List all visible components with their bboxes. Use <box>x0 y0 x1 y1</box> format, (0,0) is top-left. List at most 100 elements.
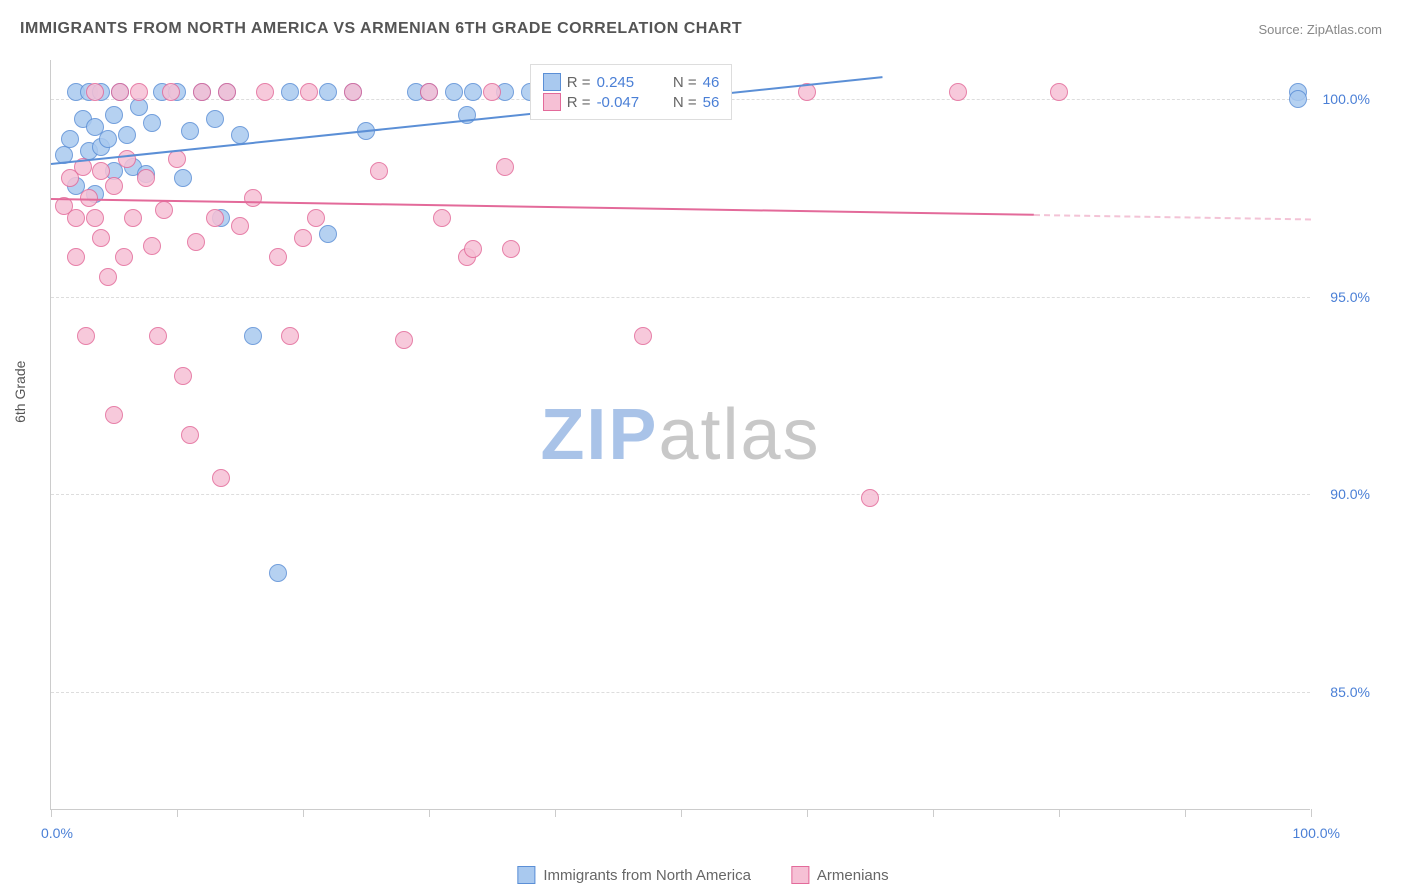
stats-legend-row: R = 0.245 N = 46 <box>543 73 720 91</box>
r-value: -0.047 <box>597 94 653 111</box>
xtick <box>303 809 304 817</box>
data-point <box>92 229 110 247</box>
xtick <box>933 809 934 817</box>
data-point <box>281 83 299 101</box>
data-point <box>181 122 199 140</box>
stats-legend: R = 0.245 N = 46 R = -0.047 N = 56 <box>530 64 733 120</box>
legend-swatch <box>543 93 561 111</box>
data-point <box>496 158 514 176</box>
xtick <box>807 809 808 817</box>
legend-swatch <box>543 73 561 91</box>
ytick-label: 100.0% <box>1323 91 1370 107</box>
data-point <box>319 83 337 101</box>
data-point <box>206 209 224 227</box>
data-point <box>143 237 161 255</box>
xaxis-max-label: 100.0% <box>1293 825 1340 841</box>
stats-legend-row: R = -0.047 N = 56 <box>543 93 720 111</box>
data-point <box>244 327 262 345</box>
gridline <box>51 692 1310 693</box>
data-point <box>445 83 463 101</box>
ytick-label: 95.0% <box>1330 289 1370 305</box>
data-point <box>115 248 133 266</box>
data-point <box>634 327 652 345</box>
r-label: R = <box>567 94 591 111</box>
data-point <box>281 327 299 345</box>
data-point <box>111 83 129 101</box>
xtick <box>555 809 556 817</box>
data-point <box>231 126 249 144</box>
data-point <box>1050 83 1068 101</box>
data-point <box>269 564 287 582</box>
data-point <box>174 169 192 187</box>
watermark: ZIPatlas <box>540 394 820 476</box>
xtick <box>1185 809 1186 817</box>
data-point <box>244 189 262 207</box>
xtick <box>681 809 682 817</box>
legend-item: Armenians <box>791 866 889 884</box>
data-point <box>130 83 148 101</box>
data-point <box>256 83 274 101</box>
data-point <box>105 406 123 424</box>
n-value: 46 <box>703 74 720 91</box>
data-point <box>92 162 110 180</box>
gridline <box>51 297 1310 298</box>
gridline <box>51 494 1310 495</box>
data-point <box>464 83 482 101</box>
xtick <box>177 809 178 817</box>
xtick <box>1059 809 1060 817</box>
data-point <box>218 83 236 101</box>
data-point <box>174 367 192 385</box>
xtick <box>51 809 52 817</box>
data-point <box>231 217 249 235</box>
xtick <box>429 809 430 817</box>
data-point <box>433 209 451 227</box>
trend-line <box>51 198 1034 216</box>
chart-title: IMMIGRANTS FROM NORTH AMERICA VS ARMENIA… <box>20 20 742 38</box>
legend-item: Immigrants from North America <box>517 866 751 884</box>
data-point <box>99 130 117 148</box>
r-value: 0.245 <box>597 74 653 91</box>
data-point <box>143 114 161 132</box>
data-point <box>949 83 967 101</box>
n-label: N = <box>673 74 697 91</box>
legend-label: Immigrants from North America <box>543 867 751 884</box>
trend-line-dashed <box>1034 214 1311 220</box>
data-point <box>420 83 438 101</box>
yaxis-title: 6th Grade <box>12 361 28 423</box>
watermark-p1: ZIP <box>540 395 658 475</box>
data-point <box>483 83 501 101</box>
legend-label: Armenians <box>817 867 889 884</box>
data-point <box>294 229 312 247</box>
data-point <box>86 209 104 227</box>
r-label: R = <box>567 74 591 91</box>
data-point <box>86 83 104 101</box>
ytick-label: 90.0% <box>1330 486 1370 502</box>
data-point <box>187 233 205 251</box>
source-label: Source: ZipAtlas.com <box>1258 22 1382 37</box>
data-point <box>212 469 230 487</box>
data-point <box>395 331 413 349</box>
data-point <box>861 489 879 507</box>
data-point <box>124 209 142 227</box>
data-point <box>193 83 211 101</box>
legend-bottom: Immigrants from North America Armenians <box>517 866 888 884</box>
data-point <box>464 240 482 258</box>
ytick-label: 85.0% <box>1330 684 1370 700</box>
data-point <box>181 426 199 444</box>
data-point <box>105 106 123 124</box>
data-point <box>206 110 224 128</box>
data-point <box>269 248 287 266</box>
data-point <box>118 150 136 168</box>
data-point <box>344 83 362 101</box>
data-point <box>67 248 85 266</box>
xtick <box>1311 809 1312 817</box>
data-point <box>118 126 136 144</box>
data-point <box>130 98 148 116</box>
xaxis-min-label: 0.0% <box>41 825 73 841</box>
data-point <box>67 209 85 227</box>
n-label: N = <box>673 94 697 111</box>
data-point <box>502 240 520 258</box>
data-point <box>1289 90 1307 108</box>
legend-swatch <box>791 866 809 884</box>
data-point <box>319 225 337 243</box>
